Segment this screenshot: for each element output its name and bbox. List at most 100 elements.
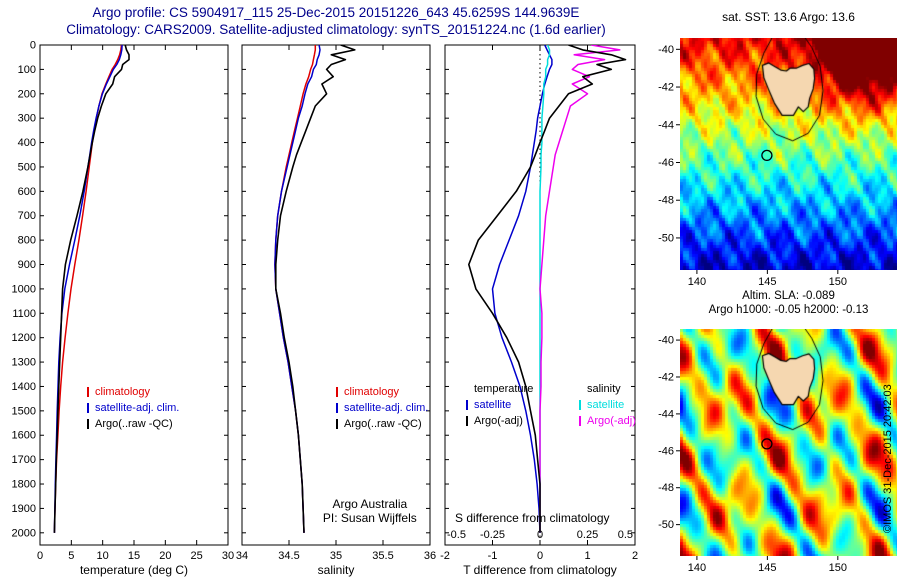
legend-label: satellite-adj. clim. xyxy=(344,402,428,414)
sst-map-title: sat. SST: 13.6 Argo: 13.6 xyxy=(722,10,855,24)
lat-tick-label: -40 xyxy=(658,335,674,347)
x-tick-label: 1 xyxy=(584,550,590,562)
depth-tick-label: 200 xyxy=(18,88,36,100)
legend-label: climatology xyxy=(344,386,400,398)
depth-tick-label: 0 xyxy=(30,40,36,52)
s-axis-tick-label: -0.5 xyxy=(447,529,466,541)
lon-tick-label: 140 xyxy=(688,276,706,288)
legend-label: satellite-adj. clim. xyxy=(95,402,179,414)
sst-map-image xyxy=(680,38,897,270)
s-axis-tick-label: -0.25 xyxy=(480,529,505,541)
sla-map-title: Altim. SLA: -0.089 xyxy=(742,290,835,302)
depth-tick-label: 1800 xyxy=(12,479,36,491)
x-tick-label: 34.5 xyxy=(278,550,299,562)
legend-label: Argo(-adj) xyxy=(587,415,636,427)
depth-tick-label: 1500 xyxy=(12,405,36,417)
argo-float-position-marker xyxy=(761,438,773,450)
s-axis-tick-label: 0.25 xyxy=(577,529,598,541)
depth-tick-label: 1400 xyxy=(12,381,36,393)
depth-tick-label: 500 xyxy=(18,161,36,173)
depth-tick-label: 1200 xyxy=(12,332,36,344)
x-tick-label: -2 xyxy=(440,550,450,562)
panel-temperature_profile: 0 5 10 15 20 25 300100200300400500600700800900… xyxy=(12,40,235,578)
lat-tick-label: -48 xyxy=(658,482,674,494)
x-tick-label: 35 xyxy=(330,550,342,562)
series-argo-raw xyxy=(53,45,130,533)
legend-group-title: salinity xyxy=(587,383,621,395)
depth-tick-label: 400 xyxy=(18,137,36,149)
series-s-diff-argo xyxy=(539,45,621,533)
x-tick-label: 30 xyxy=(222,550,234,562)
depth-tick-label: 800 xyxy=(18,235,36,247)
legend-label: satellite xyxy=(587,399,624,411)
sla-map-subtitle: Argo h1000: -0.05 h2000: -0.13 xyxy=(708,304,869,316)
depth-tick-label: 100 xyxy=(18,64,36,76)
lon-tick-label: 145 xyxy=(758,276,776,288)
depth-tick-label: 1300 xyxy=(12,357,36,369)
x-tick-label: 35.5 xyxy=(372,550,393,562)
s-axis-tick-label: 0.5 xyxy=(618,529,633,541)
temperature_profile-frame xyxy=(39,44,229,546)
depth-tick-label: 700 xyxy=(18,210,36,222)
sla_map-axes: 140 145 150 -40 -42 -44 -46 -48 -50 xyxy=(658,335,847,574)
lon-tick-label: 145 xyxy=(758,562,776,574)
x-tick-label: 25 xyxy=(191,550,203,562)
series-climatology xyxy=(274,45,317,533)
depth-tick-label: 1700 xyxy=(12,454,36,466)
lat-tick-label: -48 xyxy=(658,195,674,207)
lat-tick-label: -42 xyxy=(658,82,674,94)
x-tick-label: 0 xyxy=(37,550,43,562)
legend-label: Argo(..raw -QC) xyxy=(344,418,422,430)
s-axis-label: S difference from climatology xyxy=(455,511,610,525)
legend-label: satellite xyxy=(474,399,511,411)
figure-title-line1: Argo profile: CS 5904917_115 25-Dec-2015… xyxy=(92,5,580,20)
depth-tick-label: 2000 xyxy=(12,527,36,539)
legend-label: Argo(-adj) xyxy=(474,415,523,427)
lat-tick-label: -46 xyxy=(658,445,674,457)
panel-annotation: Argo Australia xyxy=(332,497,407,511)
legend-label: climatology xyxy=(95,386,151,398)
depth-tick-label: 1600 xyxy=(12,430,36,442)
series-t-diff-satellite xyxy=(491,45,553,533)
series-satellite-adj-clim xyxy=(53,45,123,533)
sst_map-axes: 140 145 150 -40 -42 -44 -46 -48 -50 xyxy=(658,44,847,288)
depth-tick-label: 600 xyxy=(18,186,36,198)
argo-float-position-marker xyxy=(761,149,773,162)
s-axis-tick-label: 0 xyxy=(537,529,543,541)
lat-tick-label: -44 xyxy=(658,408,674,420)
x-tick-label: 5 xyxy=(68,550,74,562)
x-tick-label: -1 xyxy=(488,550,498,562)
x-tick-label: 2 xyxy=(632,550,638,562)
lat-tick-label: -46 xyxy=(658,157,674,169)
difference_profile-xlabel: T difference from climatology xyxy=(463,563,617,577)
lat-tick-label: -50 xyxy=(658,232,674,244)
lon-tick-label: 150 xyxy=(829,562,847,574)
temperature_profile-xlabel: temperature (deg C) xyxy=(80,563,188,577)
series-t-diff-argo xyxy=(467,45,627,533)
lat-tick-label: -50 xyxy=(658,519,674,531)
x-tick-label: 0 xyxy=(537,550,543,562)
panel-annotation: PI: Susan Wijffels xyxy=(323,511,417,525)
figure-title-line2: Climatology: CARS2009. Satellite-adjuste… xyxy=(66,22,606,37)
legend-label: Argo(..raw -QC) xyxy=(95,418,173,430)
series-s-diff-satellite xyxy=(539,45,551,533)
lat-tick-label: -40 xyxy=(658,44,674,56)
legend-group-title: temperature xyxy=(474,383,533,395)
x-tick-label: 20 xyxy=(159,550,171,562)
x-tick-label: 34 xyxy=(236,550,248,562)
x-tick-label: 10 xyxy=(97,550,109,562)
depth-tick-label: 900 xyxy=(18,259,36,271)
sla-map-image xyxy=(680,329,897,556)
depth-tick-label: 1900 xyxy=(12,503,36,515)
depth-tick-label: 1000 xyxy=(12,283,36,295)
lat-tick-label: -44 xyxy=(658,119,674,131)
lon-tick-label: 150 xyxy=(829,276,847,288)
x-tick-label: 36 xyxy=(424,550,436,562)
salinity_profile-xlabel: salinity xyxy=(318,563,355,577)
lat-tick-label: -42 xyxy=(658,371,674,383)
lon-tick-label: 140 xyxy=(688,562,706,574)
depth-tick-label: 300 xyxy=(18,113,36,125)
series-climatology xyxy=(53,45,123,533)
series-argo-raw xyxy=(274,45,356,533)
